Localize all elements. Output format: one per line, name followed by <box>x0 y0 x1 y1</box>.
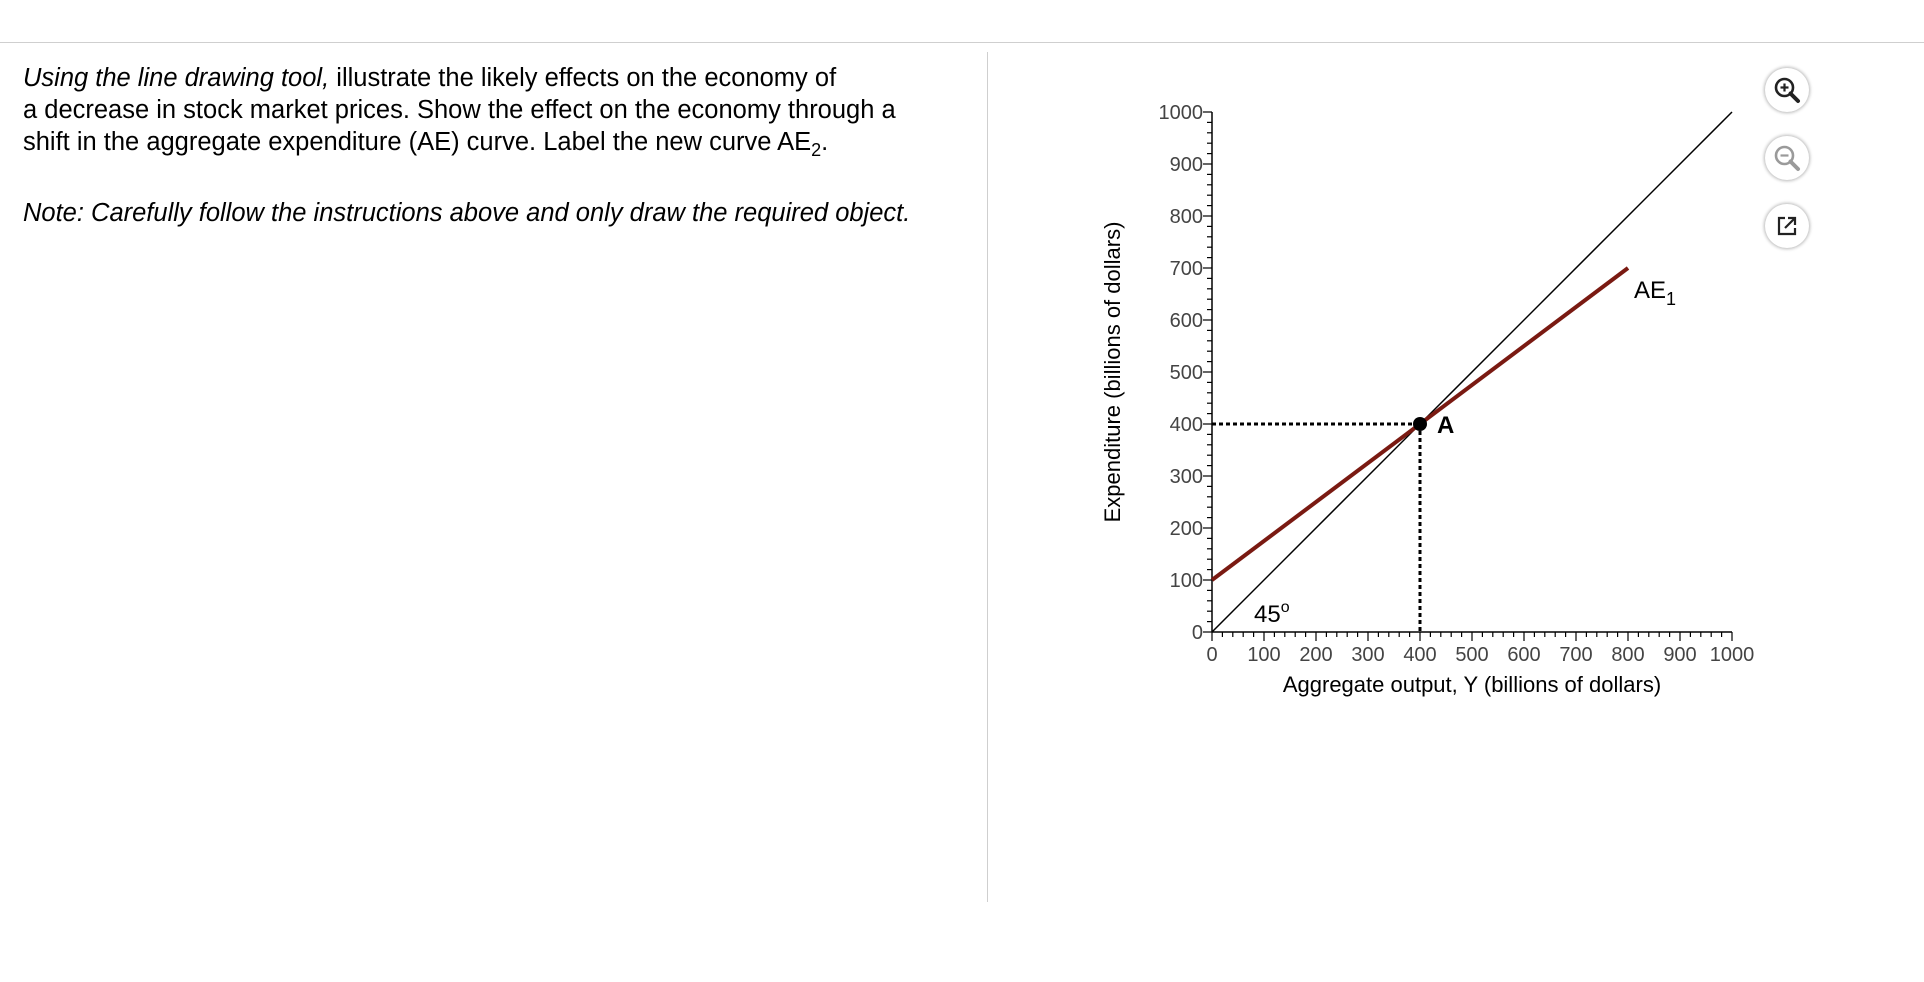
forty-five-degree-line <box>1211 111 1733 633</box>
x-tick-label: 100 <box>1247 644 1280 666</box>
y-axis-label: Expenditure (billions of dollars) <box>1100 222 1125 523</box>
y-tick-label: 1000 <box>1159 102 1204 124</box>
forty-five-degree-label: 45o <box>1254 599 1290 628</box>
zoom-in-icon <box>1774 77 1800 103</box>
x-tick-label: 600 <box>1507 644 1540 666</box>
axis-ticks <box>1203 111 1733 641</box>
zoom-out-button[interactable] <box>1765 136 1809 180</box>
x-tick-label: 400 <box>1403 644 1436 666</box>
ae-chart[interactable]: 0 100 200 300 400 500 600 700 800 900 1000 0 100 200 3… <box>1090 90 1790 730</box>
instruction-note: Note: Carefully follow the instructions … <box>23 199 911 228</box>
y-tick-label: 400 <box>1170 414 1203 436</box>
y-tick-label: 900 <box>1170 154 1203 176</box>
popout-icon <box>1777 216 1797 236</box>
y-tick-label: 700 <box>1170 258 1203 280</box>
ae1-label: AE1 <box>1634 277 1676 309</box>
y-tick-label: 200 <box>1170 518 1203 540</box>
y-tick-label: 100 <box>1170 570 1203 592</box>
zoom-in-button[interactable] <box>1765 68 1809 112</box>
point-a-label: A <box>1437 412 1454 439</box>
instructions-panel: Using the line drawing tool, illustrate … <box>23 62 983 229</box>
graph-area[interactable]: 0 100 200 300 400 500 600 700 800 900 1000 0 100 200 3… <box>1090 90 1790 735</box>
top-divider <box>0 42 1924 43</box>
point-a[interactable] <box>1413 417 1427 431</box>
x-tick-label: 900 <box>1663 644 1696 666</box>
y-tick-label: 0 <box>1192 622 1203 644</box>
panel-divider <box>987 52 988 902</box>
y-tick-label: 600 <box>1170 310 1203 332</box>
x-tick-label: 700 <box>1559 644 1592 666</box>
instruction-tool-phrase: Using the line drawing tool, <box>23 64 330 92</box>
zoom-out-icon <box>1774 145 1800 171</box>
x-tick-label: 1000 <box>1710 644 1755 666</box>
x-tick-label: 0 <box>1206 644 1217 666</box>
instruction-line-1: Using the line drawing tool, illustrate … <box>23 64 837 92</box>
x-tick-label: 500 <box>1455 644 1488 666</box>
instruction-line-3: shift in the aggregate expenditure (AE) … <box>23 128 829 161</box>
axis-tick-labels: 0 100 200 300 400 500 600 700 800 900 1000 0 100 200 3… <box>1159 102 1755 666</box>
y-tick-label: 300 <box>1170 466 1203 488</box>
popout-button[interactable] <box>1765 204 1809 248</box>
x-axis-label: Aggregate output, Y (billions of dollars… <box>1283 672 1661 697</box>
y-tick-label: 500 <box>1170 362 1203 384</box>
instruction-line-2: a decrease in stock market prices. Show … <box>23 96 896 124</box>
x-tick-label: 800 <box>1611 644 1644 666</box>
y-tick-label: 800 <box>1170 206 1203 228</box>
x-tick-label: 300 <box>1351 644 1384 666</box>
x-tick-label: 200 <box>1299 644 1332 666</box>
